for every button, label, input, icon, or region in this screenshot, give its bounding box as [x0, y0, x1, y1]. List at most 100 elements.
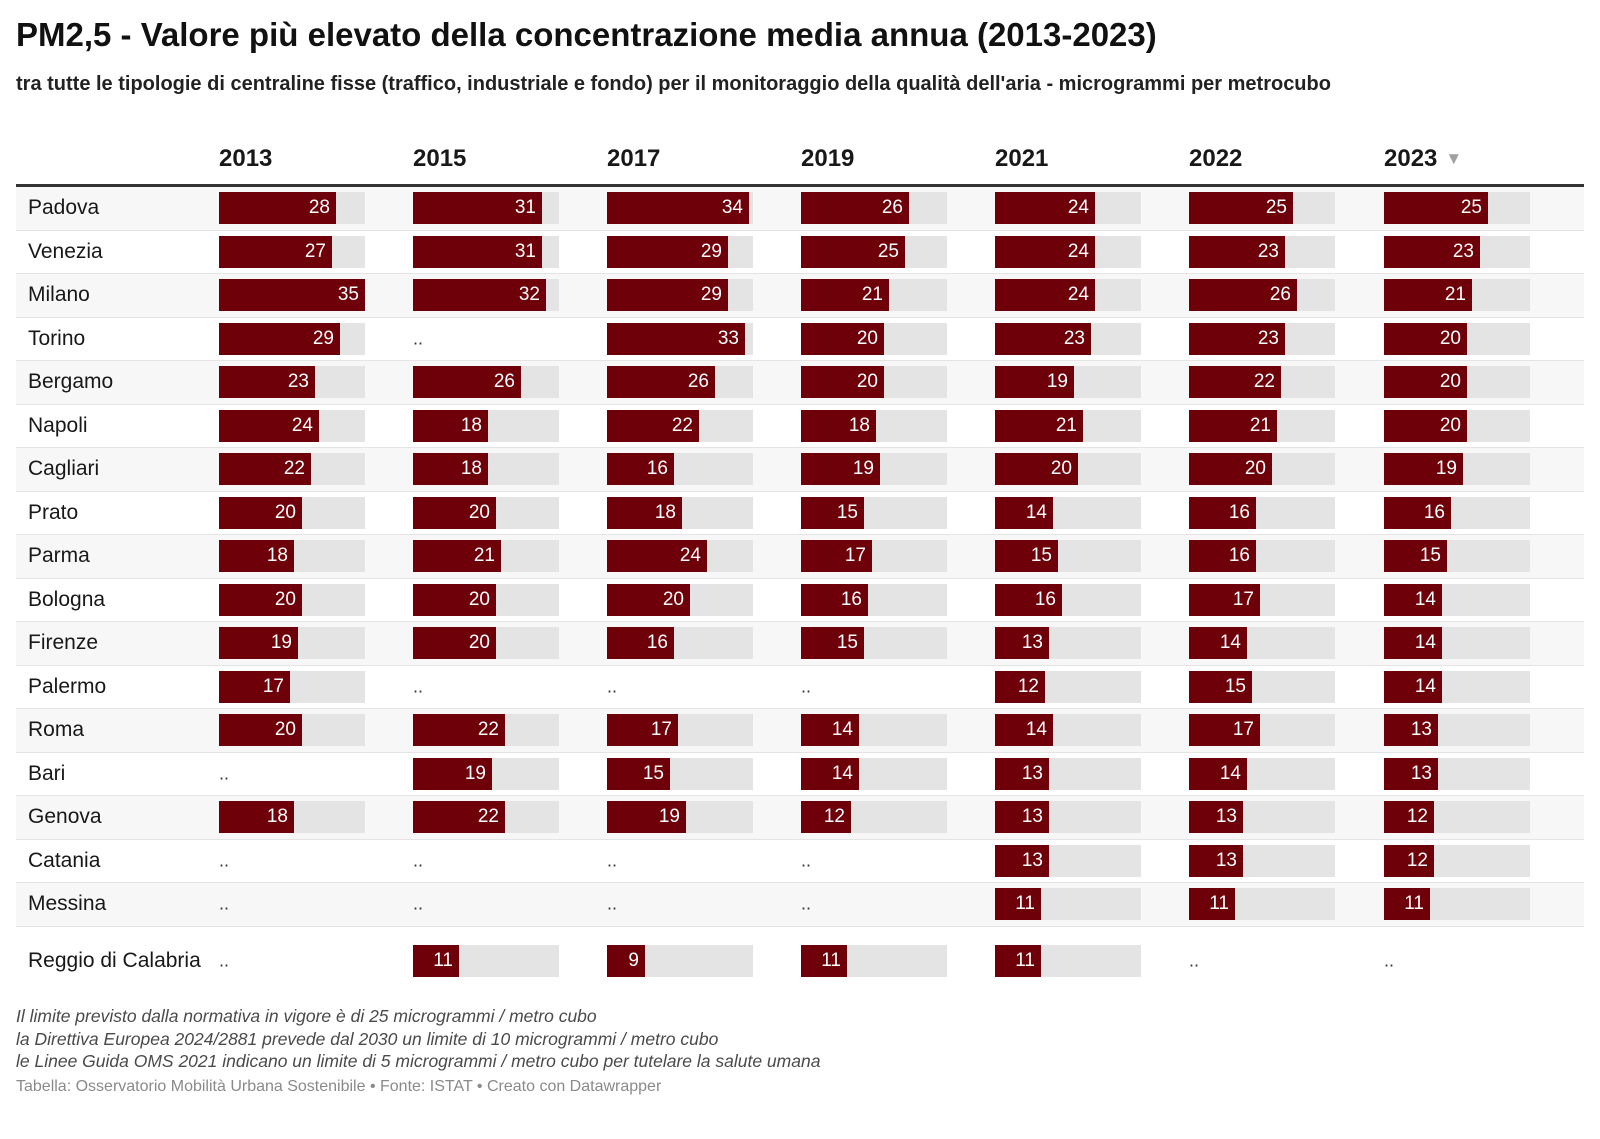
value-label: 14 [1219, 762, 1241, 784]
value-label: 13 [1410, 762, 1432, 784]
value-bar [607, 757, 670, 790]
column-header-2015[interactable]: 2015 [413, 145, 466, 173]
column-header-2017[interactable]: 2017 [607, 145, 660, 173]
data-table: 2013 2015 2017 2019 2021 2022 2023 ▼ Padova 28 31… [16, 132, 1584, 995]
value-bar [219, 496, 302, 529]
value-cell: 11 [1189, 888, 1335, 921]
value-cell: 16 [1384, 496, 1530, 529]
value-bar [995, 409, 1083, 442]
value-bar [1384, 844, 1434, 877]
value-label: 18 [266, 806, 288, 828]
value-label: 17 [650, 719, 672, 741]
value-cell: 26 [1189, 279, 1335, 312]
value-label: 20 [1050, 458, 1072, 480]
column-header-2013[interactable]: 2013 [219, 145, 272, 173]
table-row: Padova 28 31 34 26 24 25 25 [16, 187, 1584, 231]
value-cell: 31 [413, 192, 559, 225]
value-cell: 24 [995, 279, 1141, 312]
city-label: Torino [28, 326, 86, 350]
column-header-2019[interactable]: 2019 [801, 145, 854, 173]
value-bar [1189, 627, 1247, 660]
value-label: 15 [1224, 675, 1246, 697]
value-bar [219, 583, 302, 616]
value-cell: 14 [1189, 757, 1335, 790]
column-header-2022[interactable]: 2022 [1189, 145, 1242, 173]
value-bar [607, 714, 678, 747]
value-bar [801, 757, 859, 790]
value-cell: 19 [413, 757, 559, 790]
city-label: Milano [28, 283, 90, 307]
value-label: 12 [823, 806, 845, 828]
value-cell: 14 [995, 496, 1141, 529]
value-bar [413, 801, 505, 834]
value-bar [1384, 540, 1447, 573]
value-bar [801, 192, 909, 225]
value-label: 31 [514, 197, 536, 219]
value-label: 35 [337, 284, 359, 306]
value-bar [219, 279, 365, 312]
value-label: 13 [1021, 762, 1043, 784]
value-cell: .. [413, 845, 559, 877]
value-label: 20 [856, 327, 878, 349]
value-label: 20 [1439, 371, 1461, 393]
value-cell: 26 [607, 366, 753, 399]
value-cell: 14 [995, 714, 1141, 747]
value-label: 25 [1265, 197, 1287, 219]
value-label: 16 [646, 632, 668, 654]
value-cell: 13 [1189, 801, 1335, 834]
value-label: 16 [1228, 501, 1250, 523]
value-cell: 13 [995, 844, 1141, 877]
value-bar [413, 583, 496, 616]
value-cell: 20 [995, 453, 1141, 486]
value-cell: 16 [1189, 496, 1335, 529]
value-bar [219, 627, 298, 660]
value-cell: .. [219, 888, 365, 920]
value-bar [219, 453, 311, 486]
value-bar [1384, 757, 1438, 790]
value-bar [1189, 192, 1293, 225]
value-cell: 29 [607, 235, 753, 268]
value-bar [607, 627, 674, 660]
missing-value: .. [219, 893, 230, 914]
value-cell: .. [413, 888, 559, 920]
value-label: 11 [1404, 893, 1424, 915]
value-bar [607, 540, 707, 573]
table-row: Parma 18 21 24 17 15 16 15 [16, 535, 1584, 579]
table-row: Firenze 19 20 16 15 13 14 14 [16, 622, 1584, 666]
table-row: Milano 35 32 29 21 24 26 21 [16, 274, 1584, 318]
value-label: 25 [877, 240, 899, 262]
value-cell: 22 [219, 453, 365, 486]
value-bar [1384, 888, 1430, 921]
city-label: Roma [28, 718, 85, 742]
value-bar [1189, 409, 1277, 442]
column-header-2021[interactable]: 2021 [995, 145, 1048, 173]
city-label: Parma [28, 544, 90, 568]
city-label: Reggio di Calabria [28, 948, 201, 972]
value-bar [607, 583, 690, 616]
column-header-2023[interactable]: 2023 ▼ [1384, 145, 1462, 173]
value-label: 19 [464, 762, 486, 784]
table-row: Prato 20 20 18 15 14 16 16 [16, 492, 1584, 535]
value-label: 20 [468, 588, 490, 610]
sort-descending-icon[interactable]: ▼ [1445, 149, 1463, 168]
value-label: 13 [1021, 806, 1043, 828]
value-label: 24 [1067, 284, 1089, 306]
value-cell: .. [1384, 945, 1530, 977]
value-label: 23 [1063, 327, 1085, 349]
value-bar [413, 279, 546, 312]
value-bar [1189, 801, 1243, 834]
value-label: 16 [646, 458, 668, 480]
value-cell: 12 [1384, 844, 1530, 877]
value-label: 20 [468, 501, 490, 523]
value-cell: 20 [219, 583, 365, 616]
value-bar [1189, 714, 1260, 747]
value-label: 17 [262, 675, 284, 697]
value-label: 22 [1253, 371, 1275, 393]
value-bar [1384, 192, 1488, 225]
value-label: 21 [1055, 414, 1077, 436]
value-label: 14 [831, 719, 853, 741]
value-label: 15 [1419, 545, 1441, 567]
value-cell: 24 [995, 192, 1141, 225]
value-cell: 21 [995, 409, 1141, 442]
value-bar [801, 801, 851, 834]
